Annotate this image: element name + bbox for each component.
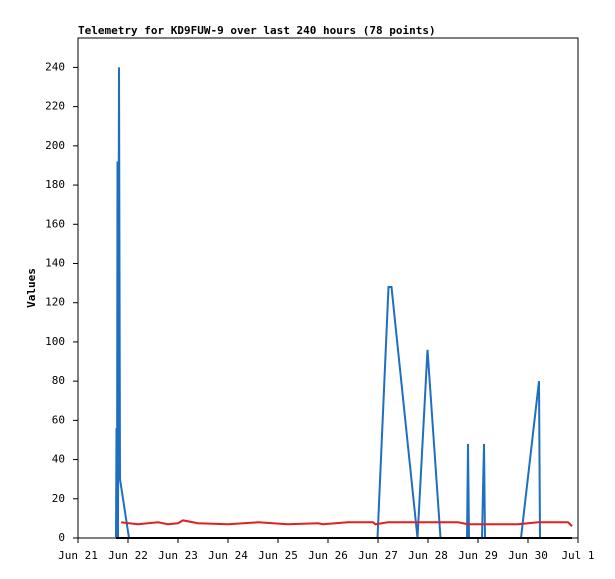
- y-tick-label: 60: [52, 413, 65, 426]
- x-tick-label: Jun 27: [358, 549, 398, 562]
- y-axis-label: Values: [25, 268, 38, 308]
- x-tick-label: Jun 25: [258, 549, 298, 562]
- y-tick-label: 160: [45, 217, 65, 230]
- series-line: [115, 67, 541, 539]
- x-tick-label: Jul 1: [561, 549, 594, 562]
- y-tick-label: 140: [45, 256, 65, 269]
- y-tick-label: 0: [58, 531, 65, 544]
- x-tick-label: Jun 24: [208, 549, 248, 562]
- y-tick-label: 20: [52, 492, 65, 505]
- y-tick-label: 200: [45, 139, 65, 152]
- chart-title: Telemetry for KD9FUW-9 over last 240 hou…: [78, 24, 436, 37]
- x-tick-label: Jun 23: [158, 549, 198, 562]
- x-tick-label: Jun 26: [308, 549, 348, 562]
- x-tick-label: Jun 28: [408, 549, 448, 562]
- y-tick-label: 100: [45, 335, 65, 348]
- series-line: [120, 519, 573, 527]
- y-tick-label: 120: [45, 296, 65, 309]
- plot-frame: [77, 37, 579, 539]
- y-tick-label: 220: [45, 100, 65, 113]
- x-tick-label: Jun 22: [108, 549, 148, 562]
- x-tick-label: Jun 29: [458, 549, 498, 562]
- y-tick-label: 180: [45, 178, 65, 191]
- x-tick-label: Jun 21: [58, 549, 98, 562]
- y-tick-label: 40: [52, 453, 65, 466]
- x-tick-label: Jun 30: [508, 549, 548, 562]
- y-tick-label: 80: [52, 374, 65, 387]
- y-tick-label: 240: [45, 60, 65, 73]
